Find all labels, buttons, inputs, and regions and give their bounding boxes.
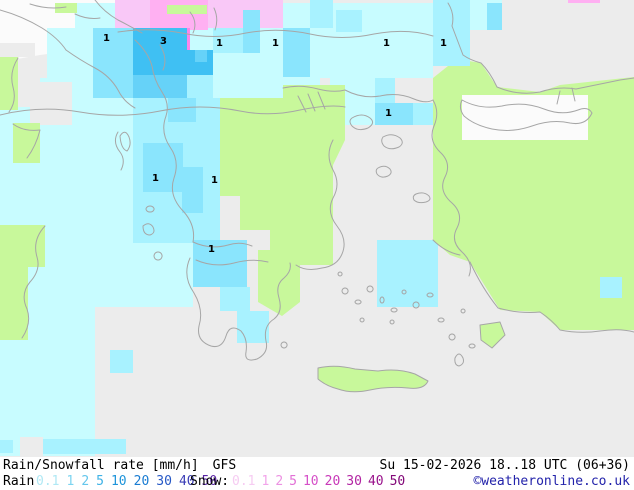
land-patch (167, 5, 207, 14)
precip-cell (0, 440, 13, 453)
scale-value: 2 (275, 474, 284, 489)
precip-value-label: 1 (152, 173, 159, 184)
precip-cell (182, 167, 203, 213)
precip-value-label: 1 (383, 38, 390, 49)
scale-value: 0.1 (232, 474, 256, 489)
precip-cell (237, 311, 269, 343)
land-peloponnese-east (258, 250, 300, 316)
precip-cell (90, 243, 193, 307)
scale-value: 5 (96, 474, 104, 489)
valid-time: Su 15-02-2026 18..18 UTC (06+36) (379, 458, 630, 473)
precip-cell (336, 10, 362, 32)
land-patch (55, 3, 77, 13)
scale-value: 1 (261, 474, 270, 489)
precip-cell (375, 103, 413, 125)
land-crete (318, 366, 428, 392)
precip-cell (93, 28, 133, 98)
scale-value: 20 (324, 474, 341, 489)
model-name: GFS (212, 458, 237, 473)
scale-value: 30 (156, 474, 172, 489)
precip-value-label: 1 (211, 175, 218, 186)
precip-cell (20, 437, 43, 456)
land-greece-mainland (220, 85, 345, 265)
precip-cell (568, 0, 600, 3)
scale-value: 1 (66, 474, 75, 489)
precip-cell (110, 350, 133, 373)
precip-cell (43, 439, 126, 454)
precip-cell (195, 50, 207, 62)
precip-value-label: 3 (160, 36, 167, 47)
scale-value: 10 (110, 474, 127, 489)
precip-value-label: 1 (272, 38, 279, 49)
scale-value: 40 (367, 474, 384, 489)
rain-color-scale: 0.1 1 2 5 10 20 30 40 50 (36, 474, 217, 489)
scale-value: 30 (346, 474, 362, 489)
land-patch (0, 57, 18, 110)
precip-cell (243, 10, 260, 53)
precip-value-label: 1 (440, 38, 447, 49)
weather-map: 1 3 1 1 1 1 1 1 1 1 (0, 0, 634, 457)
cell-value-labels: 1 3 1 1 1 1 1 1 1 1 (103, 33, 447, 255)
precip-cell (30, 82, 72, 125)
precip-value-label: 1 (385, 108, 392, 119)
scale-value: 50 (201, 474, 218, 489)
rain-legend-label: Rain (3, 474, 35, 489)
precip-cell (600, 277, 622, 298)
coastlines (0, 0, 634, 393)
scale-value: 50 (389, 474, 406, 489)
precip-cell (0, 43, 35, 57)
sea-marmara (462, 95, 588, 140)
precip-cell (213, 28, 243, 53)
precip-value-label: 1 (216, 38, 223, 49)
footer-title: Rain/Snowfall rate [mm/h] GFS (3, 458, 236, 473)
precip-cell (413, 103, 433, 125)
map-canvas: 1 3 1 1 1 1 1 1 1 1 (0, 0, 634, 457)
precipitation-cells (0, 0, 600, 456)
precip-cell (187, 75, 213, 98)
precip-cell (143, 143, 183, 192)
precip-value-label: 1 (103, 33, 110, 44)
precipitation-cells-over-land (433, 0, 622, 298)
scale-value: 2 (81, 474, 90, 489)
precip-cell (283, 28, 310, 77)
scale-value: 10 (302, 474, 319, 489)
precip-cell (220, 287, 250, 311)
scale-value: 20 (133, 474, 150, 489)
precip-cell (168, 98, 196, 122)
scale-value: 5 (289, 474, 297, 489)
map-footer: Rain/Snowfall rate [mm/h] GFS Su 15-02-20… (0, 457, 634, 490)
snow-legend-label: Snow: (190, 474, 230, 489)
precip-cell (487, 3, 502, 30)
precip-cell (375, 78, 395, 103)
copyright-link[interactable]: ©weatheronline.co.uk (473, 474, 630, 489)
land-rhodes (480, 322, 505, 348)
precip-cell (150, 0, 208, 30)
product-title: Rain/Snowfall rate [mm/h] (3, 458, 199, 473)
precip-cell (133, 75, 187, 98)
scale-value: 40 (178, 474, 195, 489)
precip-cell (310, 0, 333, 28)
precip-value-label: 1 (208, 244, 215, 255)
snow-color-scale: 0.1 1 2 5 10 20 30 40 50 (232, 474, 405, 489)
precip-cell (115, 0, 150, 28)
land-patch (0, 267, 28, 340)
scale-value: 0.1 (36, 474, 60, 489)
precip-cell (193, 240, 247, 287)
